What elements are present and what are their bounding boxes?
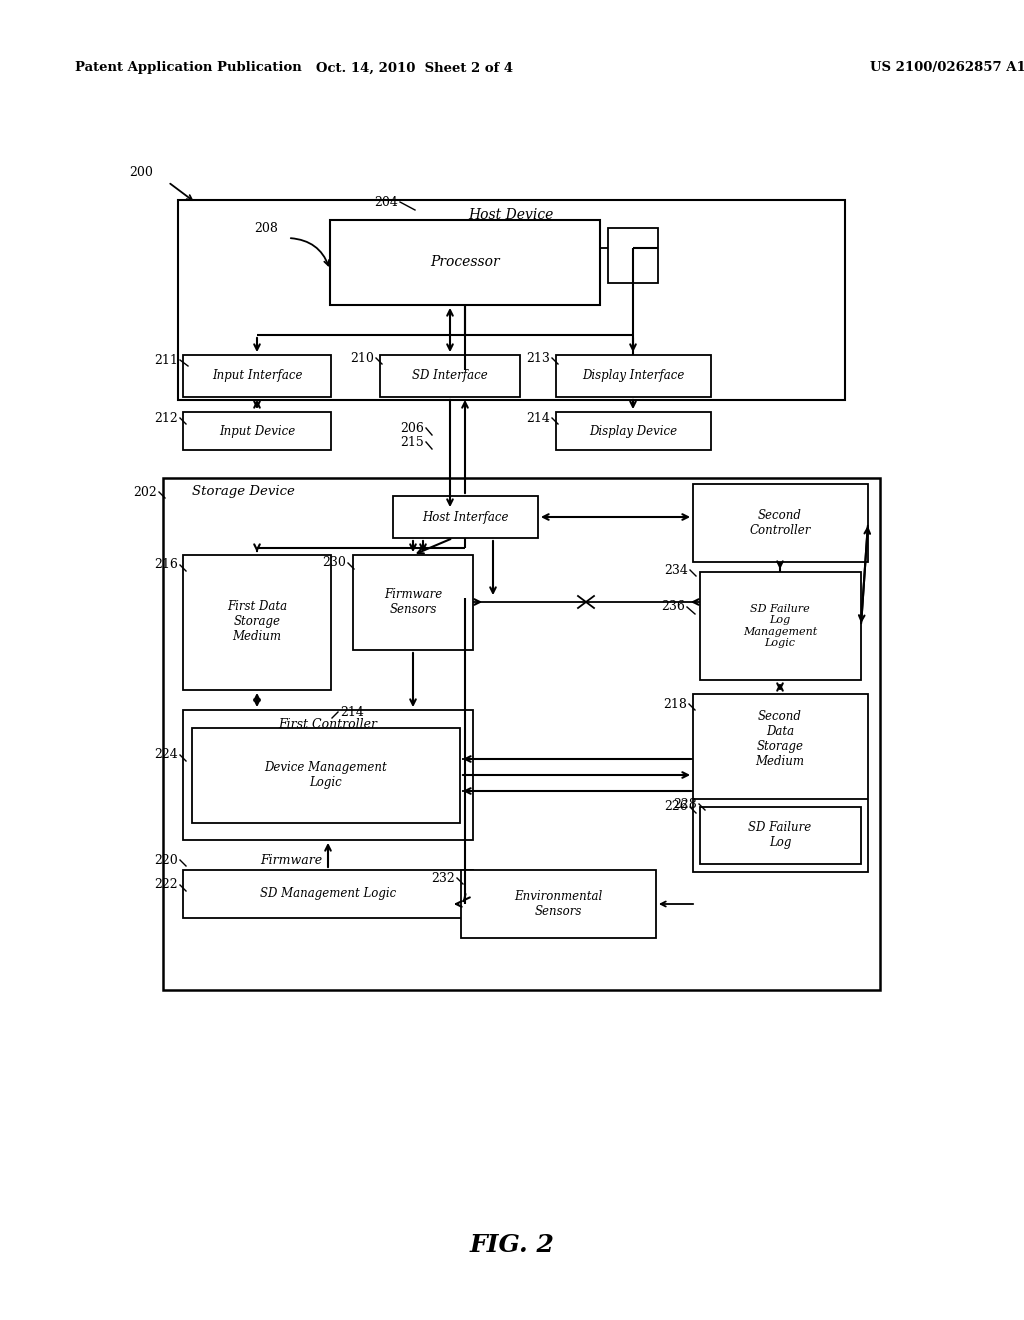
Text: 224: 224	[155, 748, 178, 762]
Text: 215: 215	[400, 436, 424, 449]
Text: Firmware
Sensors: Firmware Sensors	[384, 587, 442, 616]
Bar	[380, 355, 520, 397]
Text: 236: 236	[662, 601, 685, 614]
Bar	[163, 478, 880, 990]
Text: Firmware: Firmware	[260, 854, 323, 866]
Text: 210: 210	[350, 351, 374, 364]
Bar	[330, 220, 600, 305]
Text: 218: 218	[664, 697, 687, 710]
Text: 206: 206	[400, 421, 424, 434]
Text: 204: 204	[374, 195, 398, 209]
Bar	[353, 554, 473, 649]
Bar	[183, 412, 331, 450]
Text: 212: 212	[155, 412, 178, 425]
Text: Input Interface: Input Interface	[212, 370, 302, 383]
Text: SD Interface: SD Interface	[412, 370, 487, 383]
Bar	[556, 412, 711, 450]
Bar	[183, 355, 331, 397]
Text: Input Device: Input Device	[219, 425, 295, 437]
Text: Patent Application Publication: Patent Application Publication	[75, 62, 302, 74]
Text: 214: 214	[526, 412, 550, 425]
Text: Storage Device: Storage Device	[191, 486, 295, 499]
Text: 228: 228	[673, 797, 697, 810]
Bar	[556, 355, 711, 397]
Text: Host Device: Host Device	[468, 209, 554, 222]
Bar	[461, 870, 656, 939]
Text: 211: 211	[155, 354, 178, 367]
Bar	[700, 807, 861, 865]
Text: 222: 222	[155, 879, 178, 891]
Bar	[700, 572, 861, 680]
Text: Environmental
Sensors: Environmental Sensors	[514, 890, 602, 917]
Text: 230: 230	[323, 557, 346, 569]
Text: 234: 234	[665, 564, 688, 577]
Text: 226: 226	[665, 800, 688, 813]
Text: 208: 208	[254, 222, 278, 235]
Bar	[608, 228, 658, 282]
Text: Host Interface: Host Interface	[422, 511, 508, 524]
Text: Second
Data
Storage
Medium: Second Data Storage Medium	[756, 710, 805, 768]
Text: US 2100/0262857 A1: US 2100/0262857 A1	[870, 62, 1024, 74]
Text: Second
Controller: Second Controller	[750, 510, 811, 537]
Text: 214: 214	[340, 705, 364, 718]
Text: Processor: Processor	[430, 255, 500, 269]
Text: 213: 213	[526, 351, 550, 364]
Text: Display Interface: Display Interface	[582, 370, 684, 383]
Text: SD Management Logic: SD Management Logic	[260, 887, 396, 900]
Bar	[178, 201, 845, 400]
Text: Display Device: Display Device	[589, 425, 677, 437]
Text: 232: 232	[431, 871, 455, 884]
Bar	[193, 729, 460, 822]
Bar	[693, 484, 868, 562]
Text: 220: 220	[155, 854, 178, 866]
Text: SD Failure
Log
Management
Logic: SD Failure Log Management Logic	[742, 603, 817, 648]
Text: 216: 216	[155, 558, 178, 572]
Bar	[183, 710, 473, 840]
Text: Device Management
Logic: Device Management Logic	[264, 762, 387, 789]
Bar	[183, 870, 473, 917]
Text: Oct. 14, 2010  Sheet 2 of 4: Oct. 14, 2010 Sheet 2 of 4	[316, 62, 514, 74]
Text: 200: 200	[129, 165, 153, 178]
Text: FIG. 2: FIG. 2	[470, 1233, 554, 1257]
Text: SD Failure
Log: SD Failure Log	[749, 821, 812, 849]
Text: First Data
Storage
Medium: First Data Storage Medium	[227, 601, 287, 644]
Bar	[393, 496, 538, 539]
Text: First Controller: First Controller	[279, 718, 378, 730]
Bar	[693, 694, 868, 873]
Text: 202: 202	[133, 486, 157, 499]
Bar	[183, 554, 331, 690]
